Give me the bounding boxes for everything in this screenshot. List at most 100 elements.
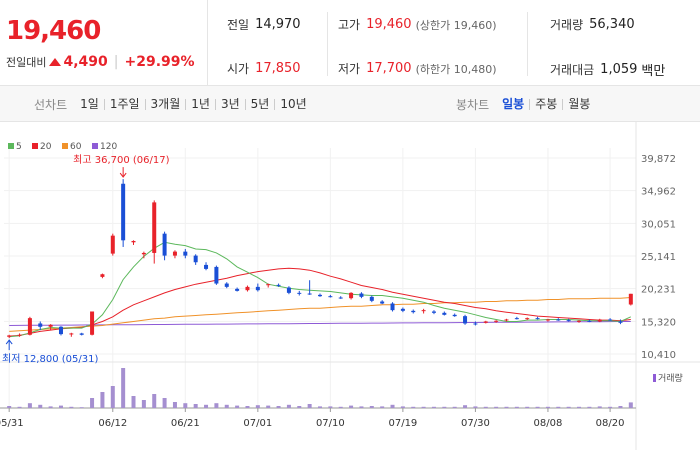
volume-bar bbox=[452, 406, 457, 408]
upper-limit: (상한가 19,460) bbox=[415, 18, 497, 32]
volume-bar bbox=[162, 398, 167, 408]
x-tick-label: 07/30 bbox=[461, 418, 490, 429]
stat-label: 전일 bbox=[227, 18, 250, 32]
candle-body bbox=[545, 319, 550, 321]
volume-bar bbox=[307, 404, 312, 408]
volume-bar bbox=[494, 406, 499, 408]
volume-bar bbox=[556, 406, 561, 408]
volume-bar bbox=[545, 406, 550, 408]
volume-bar bbox=[608, 406, 613, 408]
volume-bar bbox=[235, 405, 240, 408]
volume-bar bbox=[318, 406, 322, 408]
volume-bar bbox=[58, 405, 63, 408]
volume-bar bbox=[483, 406, 488, 408]
y-tick-label: 25,141 bbox=[641, 252, 676, 263]
y-tick-label: 30,051 bbox=[641, 219, 676, 230]
volume-bar bbox=[380, 406, 385, 408]
volume-bar bbox=[349, 405, 354, 408]
stat-label: 시가 bbox=[227, 62, 250, 76]
volume-bar bbox=[628, 402, 633, 408]
volume-bar bbox=[48, 406, 53, 408]
stat-value: 17,850 bbox=[255, 61, 301, 76]
line-period-tab-2[interactable]: 3개월 bbox=[144, 98, 186, 110]
stat-label: 저가 bbox=[338, 62, 361, 76]
min-annotation: 최저 12,800 (05/31) bbox=[2, 353, 98, 365]
candle-body bbox=[307, 293, 312, 295]
candle-body bbox=[204, 264, 209, 269]
candle-body bbox=[463, 316, 468, 324]
candle-body bbox=[193, 255, 198, 263]
stat-prev-close: 전일 14,970 bbox=[227, 16, 301, 33]
y-tick-label: 15,320 bbox=[641, 317, 676, 328]
candle-body bbox=[131, 240, 136, 243]
ma60-line bbox=[9, 297, 631, 332]
candle-body bbox=[152, 202, 157, 253]
candle-body bbox=[255, 286, 260, 291]
chart-toolbar: 선차트 1일 1주일 3개월 1년 3년 5년 10년 봉차트 일봉 주봉 월봉 bbox=[0, 86, 700, 122]
candle-body bbox=[618, 321, 623, 323]
candle-body bbox=[421, 310, 426, 312]
line-period-tab-1[interactable]: 1주일 bbox=[103, 98, 145, 110]
volume-bar bbox=[266, 405, 271, 408]
line-period-tab-3[interactable]: 1년 bbox=[185, 98, 215, 110]
candle-body bbox=[172, 251, 177, 256]
candle-body bbox=[69, 333, 74, 335]
candle-body bbox=[266, 284, 271, 286]
legend-swatch bbox=[32, 143, 38, 149]
candle-body bbox=[328, 296, 333, 298]
x-tick-label: 08/08 bbox=[534, 418, 563, 429]
candle-body bbox=[608, 319, 613, 321]
stat-value: 56,340 bbox=[589, 17, 635, 32]
candle-body bbox=[452, 314, 457, 317]
x-tick-label: 05/31 bbox=[0, 418, 24, 429]
candle-period-tab-0[interactable]: 일봉 bbox=[502, 96, 525, 111]
candle-body bbox=[100, 274, 105, 277]
candle-body bbox=[38, 323, 43, 327]
candle-period-tab-1[interactable]: 주봉 bbox=[529, 98, 562, 110]
volume-bar bbox=[431, 406, 436, 408]
volume-bar bbox=[100, 392, 105, 408]
volume-bar bbox=[400, 406, 405, 408]
legend-swatch bbox=[8, 143, 14, 149]
line-period-tab-5[interactable]: 5년 bbox=[244, 98, 275, 110]
candle-body bbox=[90, 311, 95, 335]
stat-open: 시가 17,850 bbox=[227, 60, 301, 77]
volume-bar bbox=[183, 403, 188, 408]
x-tick-label: 07/01 bbox=[243, 418, 272, 429]
legend-label: 20 bbox=[40, 142, 52, 152]
line-period-tab-6[interactable]: 10년 bbox=[274, 98, 311, 110]
volume-bar bbox=[421, 406, 426, 408]
ma20-line bbox=[9, 267, 631, 337]
candle-body bbox=[504, 319, 509, 321]
volume-bar bbox=[172, 402, 177, 408]
volume-bar bbox=[286, 404, 291, 408]
x-tick-label: 06/12 bbox=[98, 418, 127, 429]
line-chart-periods: 선차트 1일 1주일 3개월 1년 3년 5년 10년 bbox=[34, 86, 312, 122]
stat-amount: 거래대금 1,059 백만 bbox=[550, 60, 665, 79]
ma120-line bbox=[9, 321, 631, 326]
candle-body bbox=[79, 333, 84, 335]
candle-chart-periods: 봉차트 일봉 주봉 월봉 bbox=[456, 86, 595, 122]
volume-bar bbox=[131, 396, 136, 408]
candle-body bbox=[7, 335, 12, 337]
candle-body bbox=[390, 303, 395, 311]
legend-label: 5 bbox=[16, 142, 22, 152]
volume-bar bbox=[442, 406, 447, 408]
volume-bar bbox=[473, 406, 478, 408]
divider: | bbox=[113, 54, 119, 70]
candle-body bbox=[297, 292, 302, 294]
stat-low: 저가 17,700 (하한가 10,480) bbox=[338, 60, 497, 77]
change-amount: 4,490 bbox=[63, 54, 108, 70]
candle-body bbox=[566, 320, 571, 322]
legend-label: 60 bbox=[70, 142, 82, 152]
candle-body bbox=[483, 321, 488, 323]
stat-label: 거래대금 bbox=[550, 63, 595, 77]
candle-body bbox=[214, 266, 219, 284]
stat-volume: 거래량 56,340 bbox=[550, 16, 635, 33]
volume-bar bbox=[224, 404, 229, 408]
price-change: 전일대비 4,490 | +29.99% bbox=[6, 54, 195, 70]
line-period-tab-4[interactable]: 3년 bbox=[214, 98, 245, 110]
up-arrow-icon bbox=[49, 58, 62, 66]
line-period-tab-0[interactable]: 1일 bbox=[80, 96, 99, 111]
candle-period-tab-2[interactable]: 월봉 bbox=[562, 98, 595, 110]
